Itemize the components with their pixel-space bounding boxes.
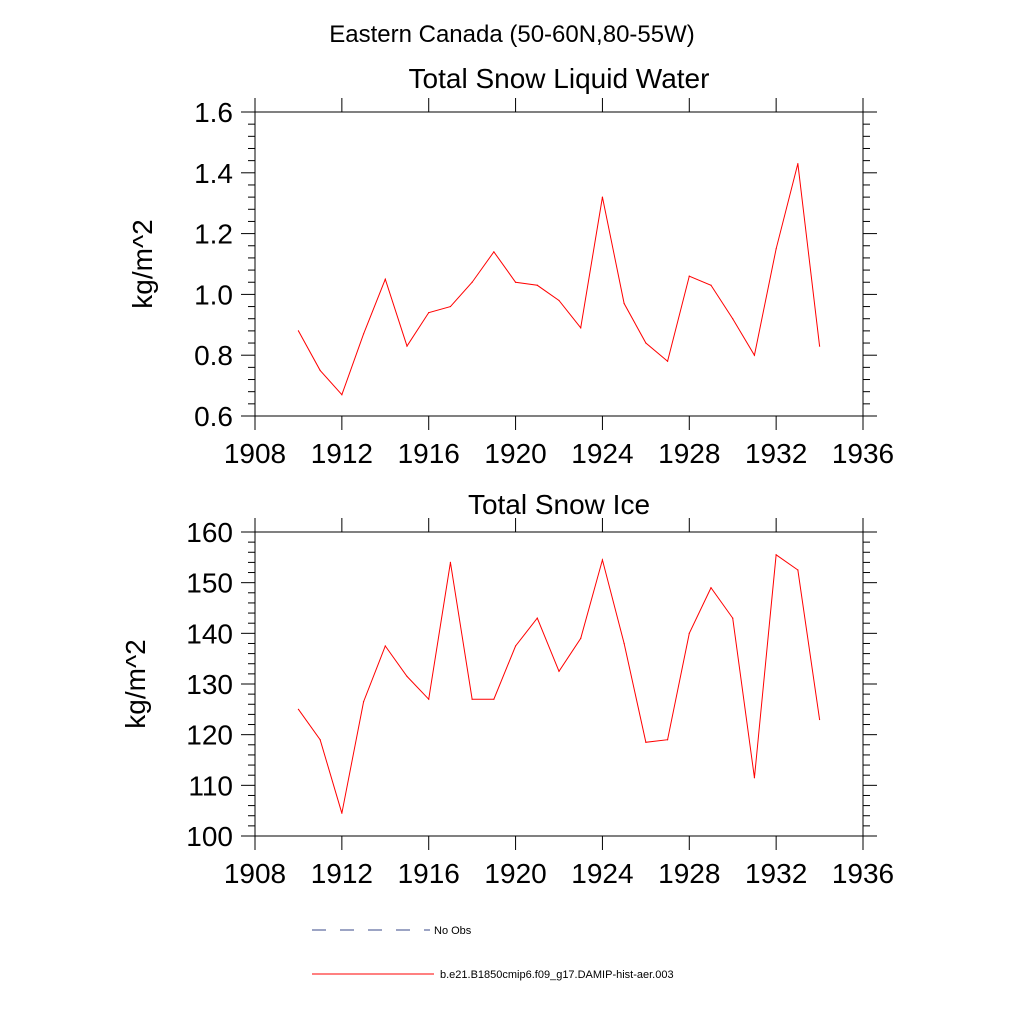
x-tick-label: 1932 xyxy=(745,438,807,469)
data-point xyxy=(688,632,690,634)
data-point xyxy=(319,739,321,741)
data-point xyxy=(666,739,669,741)
x-tick-label: 1928 xyxy=(658,858,720,889)
data-point xyxy=(471,698,473,700)
data-point xyxy=(406,345,408,347)
legend: No Obs b.e21.B1850cmip6.f09_g17.DAMIP-hi… xyxy=(312,925,674,981)
data-point xyxy=(580,327,582,329)
x-tick-label: 1920 xyxy=(484,858,546,889)
data-point xyxy=(493,698,495,700)
data-point xyxy=(341,394,343,396)
data-point xyxy=(428,312,430,314)
data-point xyxy=(818,718,821,721)
figure-title: Eastern Canada (50-60N,80-55W) xyxy=(329,21,695,48)
y-tick-label: 110 xyxy=(188,770,233,801)
data-point xyxy=(297,330,300,332)
x-tick-label: 1916 xyxy=(398,858,460,889)
x-tick-label: 1912 xyxy=(311,858,373,889)
data-point xyxy=(536,284,538,286)
data-point xyxy=(471,281,473,283)
legend-no-obs-label: No Obs xyxy=(434,925,472,937)
data-point xyxy=(645,342,647,344)
x-tick-label: 1916 xyxy=(398,438,460,469)
y-tick-label: 150 xyxy=(186,568,233,599)
data-point xyxy=(753,777,756,779)
y-tick-label: 1.2 xyxy=(194,219,233,250)
data-point xyxy=(384,278,386,280)
data-point xyxy=(514,281,517,283)
panel-snow-ice: Total Snow Ice kg/m^2 1908 1912 1916 1920 1924… xyxy=(120,489,894,889)
x-tick-label: 1908 xyxy=(224,858,286,889)
y-tick-label: 120 xyxy=(186,720,233,751)
x-tick-label: 1920 xyxy=(484,438,546,469)
y-axis-label: kg/m^2 xyxy=(120,639,151,728)
data-point xyxy=(514,645,517,647)
data-point xyxy=(449,305,452,308)
y-tick-label: 160 xyxy=(186,517,233,548)
data-point xyxy=(818,345,821,347)
y-tick-label: 100 xyxy=(186,821,233,852)
data-point xyxy=(406,675,408,678)
y-tick-label: 1.0 xyxy=(194,279,233,310)
y-tick-label: 1.6 xyxy=(194,97,233,128)
data-point xyxy=(645,741,647,743)
data-point xyxy=(732,617,734,619)
y-axis-label: kg/m^2 xyxy=(127,219,158,308)
x-tick-label: 1908 xyxy=(224,438,286,469)
data-point xyxy=(623,642,625,645)
plot-frame xyxy=(254,111,864,417)
legend-model-label: b.e21.B1850cmip6.f09_g17.DAMIP-hist-aer.… xyxy=(440,969,674,981)
panel-snow-liquid-water: Total Snow Liquid Water kg/m^2 1908 1912 191… xyxy=(127,63,894,469)
x-tick-label: 1936 xyxy=(832,438,894,469)
data-point xyxy=(536,617,538,619)
chart-title: Total Snow Ice xyxy=(468,489,650,520)
series-line xyxy=(297,163,821,396)
data-point xyxy=(362,333,365,335)
x-tick-label: 1928 xyxy=(658,438,720,469)
data-point xyxy=(775,554,777,556)
y-tick-label: 140 xyxy=(186,618,233,649)
data-point xyxy=(775,248,777,250)
data-point xyxy=(623,302,625,305)
data-point xyxy=(493,251,495,253)
data-point xyxy=(558,299,560,302)
data-point xyxy=(580,637,582,640)
x-tick-label: 1924 xyxy=(571,438,633,469)
data-point xyxy=(688,275,690,277)
data-point xyxy=(428,698,430,700)
data-point xyxy=(710,587,712,589)
x-tick-label: 1912 xyxy=(311,438,373,469)
data-point xyxy=(710,284,712,286)
x-tick-label: 1932 xyxy=(745,858,807,889)
data-point xyxy=(601,559,604,561)
data-point xyxy=(753,354,756,356)
data-point xyxy=(449,561,452,564)
data-point xyxy=(797,569,799,571)
y-tick-label: 0.6 xyxy=(194,401,233,432)
data-point xyxy=(601,196,604,198)
x-tick-label: 1924 xyxy=(571,858,633,889)
data-point xyxy=(341,812,343,814)
x-tick-label: 1936 xyxy=(832,858,894,889)
data-point xyxy=(384,645,386,647)
data-point xyxy=(319,369,321,371)
series-line xyxy=(298,553,821,814)
data-point xyxy=(297,708,300,710)
data-point xyxy=(797,163,799,165)
y-tick-label: 130 xyxy=(186,669,233,700)
chart-title: Total Snow Liquid Water xyxy=(409,63,710,94)
data-point xyxy=(362,701,365,703)
data-point xyxy=(732,318,734,320)
data-point xyxy=(666,360,669,362)
y-tick-label: 0.8 xyxy=(194,340,233,371)
data-point xyxy=(558,670,560,672)
y-tick-label: 1.4 xyxy=(194,158,233,189)
